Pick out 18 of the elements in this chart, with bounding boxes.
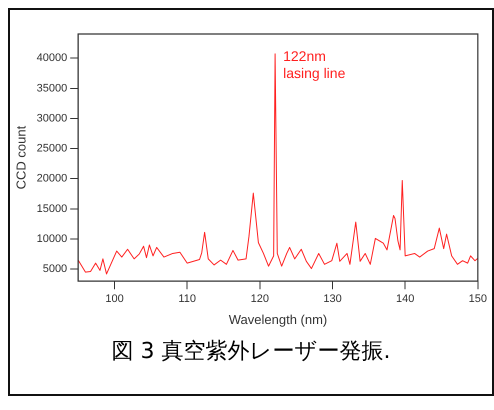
y-tick-label: 5000 xyxy=(42,263,68,276)
annotation: 122nm lasing line xyxy=(283,48,346,81)
y-tick-label: 10000 xyxy=(36,233,68,246)
x-tick-label: 140 xyxy=(396,292,414,305)
x-tick-label: 130 xyxy=(323,292,342,305)
y-tick-label: 25000 xyxy=(36,142,68,155)
x-tick-label: 110 xyxy=(178,292,196,305)
y-tick-label: 35000 xyxy=(36,82,68,94)
x-axis-title: Wavelength (nm) xyxy=(228,312,328,327)
y-tick-label: 15000 xyxy=(36,202,68,215)
caption: 図 3 真空紫外レーザー発振. xyxy=(110,338,392,366)
y-axis-title: CCD count xyxy=(13,125,28,190)
y-tick-label: 30000 xyxy=(36,112,68,124)
y-tick-label: 40000 xyxy=(36,52,68,64)
x-tick-label: 150 xyxy=(468,292,488,305)
y-tick-label: 20000 xyxy=(36,172,68,185)
x-tick-label: 120 xyxy=(250,292,270,305)
x-tick-label: 100 xyxy=(105,292,124,305)
